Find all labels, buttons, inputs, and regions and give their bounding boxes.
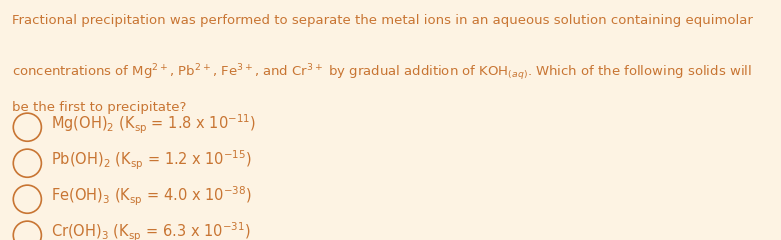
Text: Mg(OH)$_2$ (K$_{\mathregular{sp}}$ = 1.8 x 10$^{-11}$): Mg(OH)$_2$ (K$_{\mathregular{sp}}$ = 1.8… [51,113,255,136]
Text: Fe(OH)$_3$ (K$_{\mathregular{sp}}$ = 4.0 x 10$^{-38}$): Fe(OH)$_3$ (K$_{\mathregular{sp}}$ = 4.0… [51,185,251,208]
Text: concentrations of Mg$^{2+}$, Pb$^{2+}$, Fe$^{3+}$, and Cr$^{3+}$ by gradual addi: concentrations of Mg$^{2+}$, Pb$^{2+}$, … [12,62,751,83]
Text: be the first to precipitate?: be the first to precipitate? [12,101,186,114]
Text: Pb(OH)$_2$ (K$_{\mathregular{sp}}$ = 1.2 x 10$^{-15}$): Pb(OH)$_2$ (K$_{\mathregular{sp}}$ = 1.2… [51,149,251,172]
Text: Cr(OH)$_3$ (K$_{\mathregular{sp}}$ = 6.3 x 10$^{-31}$): Cr(OH)$_3$ (K$_{\mathregular{sp}}$ = 6.3… [51,221,251,240]
Text: Fractional precipitation was performed to separate the metal ions in an aqueous : Fractional precipitation was performed t… [12,14,753,27]
